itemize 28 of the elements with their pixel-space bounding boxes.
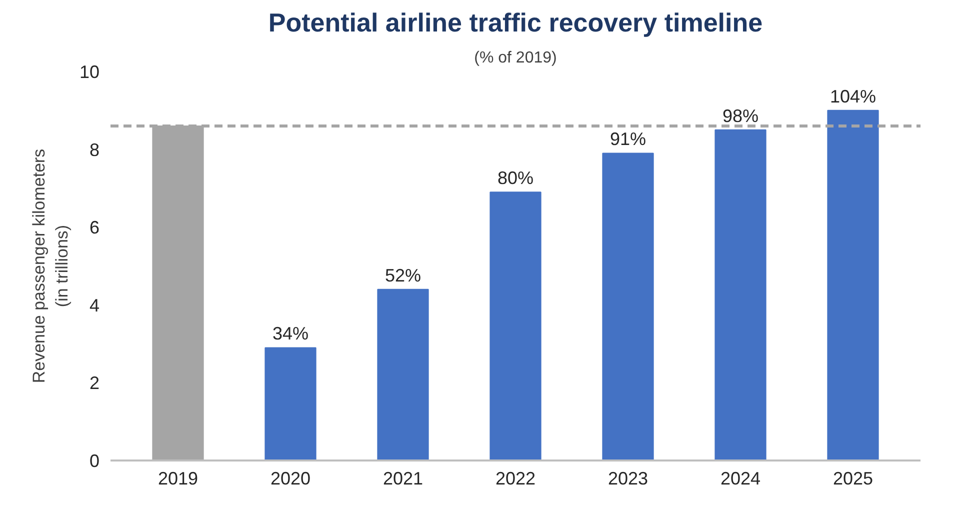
x-tick-label: 2019 <box>158 468 198 488</box>
y-axis-title: Revenue passenger kilometers (in trillions) <box>30 148 72 384</box>
bar <box>377 288 429 460</box>
x-tick-label: 2023 <box>608 468 648 488</box>
bar <box>264 347 316 460</box>
y-tick-label: 0 <box>89 451 100 471</box>
annotation: 91% <box>610 129 646 150</box>
x-tick-label: 2025 <box>832 468 874 488</box>
annotation: 52% <box>384 265 422 286</box>
y-tick-label: 6 <box>89 218 100 238</box>
bar <box>714 129 766 460</box>
y-tick-label: 4 <box>89 295 100 316</box>
annotation: 98% <box>722 106 759 126</box>
annotation: 34% <box>272 324 309 344</box>
bar <box>490 192 542 460</box>
y-tick-label: 2 <box>89 373 100 394</box>
annotation: 80% <box>497 168 534 188</box>
chart-subtitle: (% of 2019) <box>474 50 557 66</box>
y-tick-label: 10 <box>79 62 100 82</box>
bar <box>827 110 879 460</box>
chart-title: Potential airline traffic recovery timeline <box>268 8 763 38</box>
x-tick-label: 2021 <box>382 468 424 488</box>
x-tick-label: 2024 <box>720 468 761 488</box>
x-tick-label: 2022 <box>495 468 536 488</box>
x-tick-label: 2020 <box>270 468 311 488</box>
bar <box>602 152 654 460</box>
annotation: 104% <box>830 86 876 106</box>
y-tick-label: 8 <box>89 140 100 160</box>
